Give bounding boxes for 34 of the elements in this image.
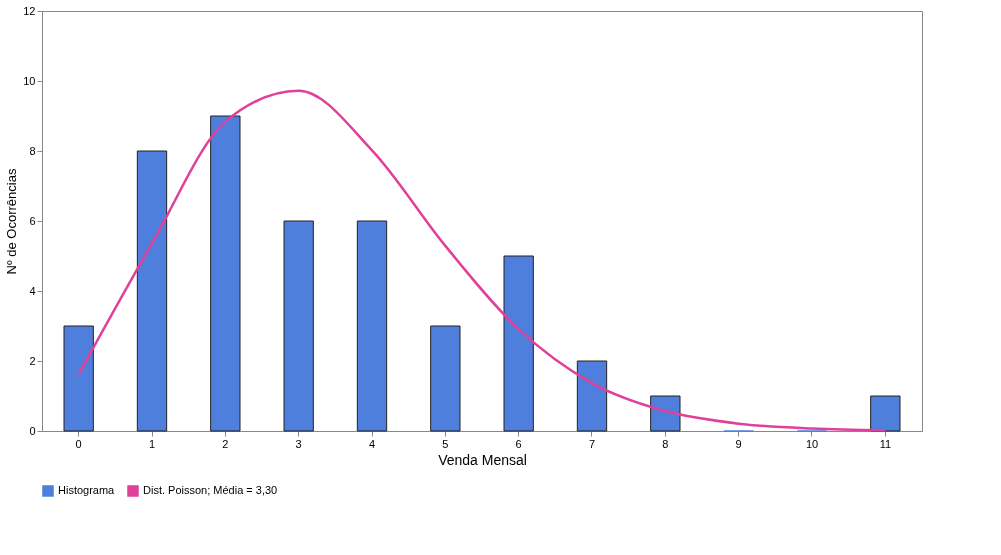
x-tick-label: 6 bbox=[515, 437, 522, 450]
y-axis-title: Nº de Ocorrências bbox=[4, 168, 20, 275]
y-tick-label: 0 bbox=[29, 424, 36, 437]
x-tick-label: 11 bbox=[879, 437, 892, 450]
x-tick-label: 9 bbox=[735, 437, 742, 450]
y-tick-label: 8 bbox=[29, 144, 36, 157]
x-tick-label: 10 bbox=[805, 437, 819, 450]
line-series bbox=[77, 89, 887, 432]
y-tick-label: 6 bbox=[29, 214, 36, 227]
x-tick-label: 5 bbox=[442, 437, 449, 450]
x-tick-label: 8 bbox=[662, 437, 669, 450]
x-tick-label: 1 bbox=[148, 437, 156, 450]
bar bbox=[63, 325, 94, 432]
legend-label: Histograma bbox=[58, 484, 116, 496]
bar bbox=[283, 220, 314, 432]
y-tick-label: 10 bbox=[23, 74, 36, 87]
y-tick-label: 12 bbox=[23, 4, 36, 17]
bar bbox=[136, 150, 168, 432]
x-tick-label: 4 bbox=[368, 437, 376, 450]
bar bbox=[576, 360, 608, 432]
bar bbox=[503, 255, 534, 432]
x-tick-label: 2 bbox=[222, 437, 229, 450]
bar bbox=[650, 395, 681, 432]
bar bbox=[356, 220, 388, 432]
bar bbox=[870, 395, 901, 432]
x-tick-label: 3 bbox=[295, 437, 302, 450]
legend-label: Dist. Poisson; Média = 3,30 bbox=[143, 484, 278, 496]
y-tick-label: 2 bbox=[29, 354, 36, 367]
bar bbox=[430, 325, 461, 432]
y-tick-label: 4 bbox=[29, 284, 36, 297]
bar bbox=[210, 115, 241, 432]
x-tick-label: 0 bbox=[75, 437, 82, 450]
x-tick-label: 7 bbox=[588, 437, 596, 450]
x-axis-title: Venda Mensal bbox=[438, 451, 527, 468]
